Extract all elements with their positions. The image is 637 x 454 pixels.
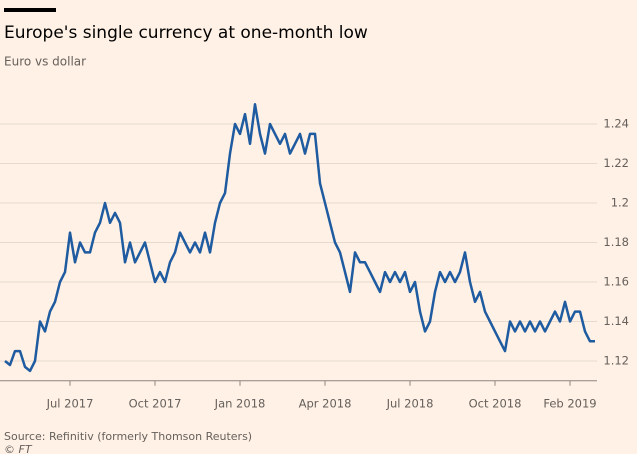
x-tick-label: Feb 2019 bbox=[543, 396, 596, 410]
y-tick-label: 1.22 bbox=[603, 156, 629, 170]
y-tick-label: 1.12 bbox=[603, 354, 629, 368]
series-line bbox=[4, 103, 595, 373]
x-tick-label: Jan 2018 bbox=[214, 396, 266, 410]
y-tick-label: 1.2 bbox=[611, 196, 629, 210]
x-tick-label: Oct 2018 bbox=[469, 396, 522, 410]
y-tick-label: 1.24 bbox=[603, 117, 629, 131]
x-tick-label: Oct 2017 bbox=[129, 396, 182, 410]
chart-subtitle: Euro vs dollar bbox=[4, 55, 86, 69]
credit: © FT bbox=[4, 443, 33, 454]
x-tick-label: Apr 2018 bbox=[299, 396, 352, 410]
title-bar bbox=[4, 8, 56, 12]
y-tick-label: 1.18 bbox=[603, 235, 629, 249]
source: Source: Refinitiv (formerly Thomson Reut… bbox=[4, 430, 252, 443]
y-tick-label: 1.14 bbox=[603, 314, 629, 328]
y-tick-label: 1.16 bbox=[603, 275, 629, 289]
x-tick-label: Jul 2017 bbox=[46, 396, 94, 410]
x-tick-label: Jul 2018 bbox=[386, 396, 434, 410]
chart-title: Europe's single currency at one-month lo… bbox=[4, 23, 368, 43]
